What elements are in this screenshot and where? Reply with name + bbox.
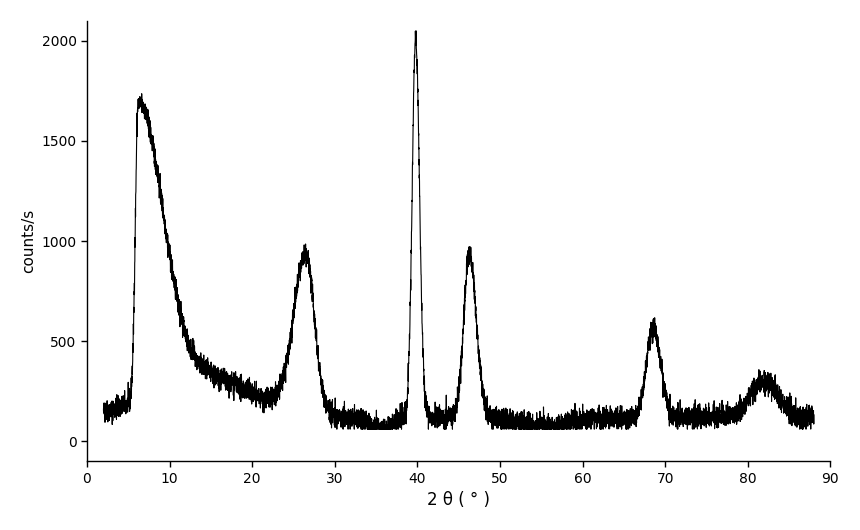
Y-axis label: counts/s: counts/s bbox=[21, 209, 36, 273]
X-axis label: 2 θ ( ° ): 2 θ ( ° ) bbox=[427, 491, 490, 509]
